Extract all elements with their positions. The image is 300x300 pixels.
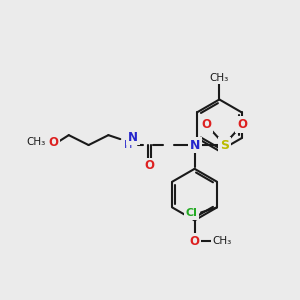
- Text: Cl: Cl: [185, 208, 197, 218]
- Text: O: O: [48, 136, 58, 148]
- Text: H: H: [124, 140, 132, 150]
- Text: N: N: [189, 139, 200, 152]
- Text: CH₃: CH₃: [26, 137, 46, 147]
- Text: N: N: [128, 130, 138, 144]
- Text: O: O: [237, 118, 247, 131]
- Text: O: O: [190, 235, 200, 248]
- Text: O: O: [202, 118, 212, 131]
- Text: CH₃: CH₃: [210, 73, 229, 83]
- Text: CH₃: CH₃: [213, 236, 232, 246]
- Text: S: S: [220, 139, 229, 152]
- Text: O: O: [144, 159, 154, 172]
